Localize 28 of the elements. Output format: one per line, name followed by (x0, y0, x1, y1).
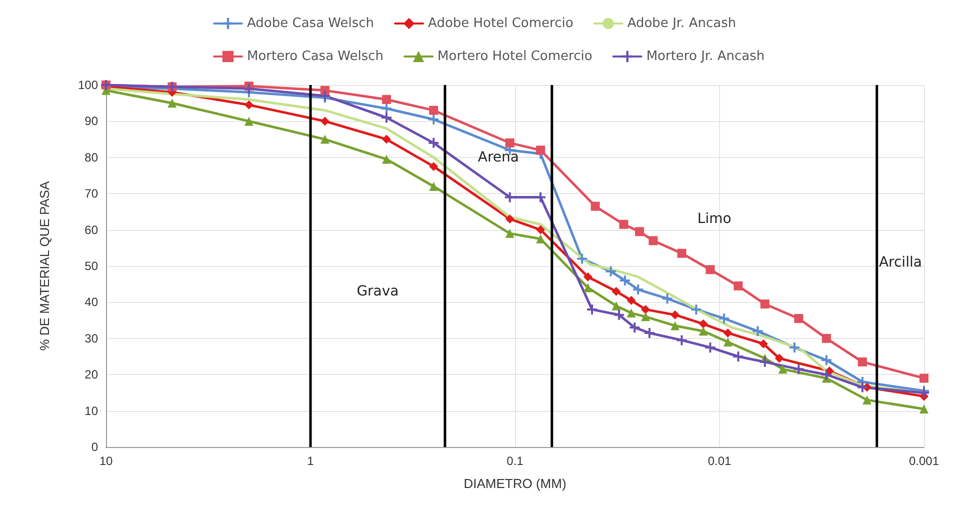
y-tick-label: 100 (78, 78, 98, 92)
x-tick-label: 0.1 (506, 454, 524, 468)
legend-label: Adobe Casa Welsch (247, 16, 374, 31)
y-tick-label: 30 (84, 331, 98, 346)
legend-label: Adobe Jr. Ancash (627, 16, 736, 31)
legend-label: Mortero Casa Welsch (247, 49, 384, 64)
y-tick-label: 40 (84, 295, 98, 310)
y-tick-label: 80 (84, 150, 98, 164)
x-axis-title: DIAMETRO (MM) (464, 476, 566, 491)
x-tick-label: 0.01 (708, 454, 732, 468)
y-tick-label: 20 (84, 368, 98, 382)
annotation: Arcilla (878, 254, 922, 270)
annotation: Limo (697, 210, 732, 227)
y-tick-label: 70 (84, 186, 98, 201)
y-axis-title: % DE MATERIAL QUE PASA (37, 180, 52, 351)
y-tick-label: 50 (84, 259, 98, 273)
annotation: Grava (356, 283, 399, 300)
annotation: Arena (478, 149, 519, 166)
x-tick-label: 1 (307, 454, 314, 468)
y-tick-label: 90 (84, 114, 98, 128)
legend-label: Mortero Jr. Ancash (646, 49, 765, 64)
x-tick-label: 0.001 (908, 454, 940, 468)
y-tick-label: 60 (84, 222, 98, 237)
y-tick-label: 0 (91, 440, 98, 454)
x-tick-label: 10 (99, 454, 113, 468)
legend-label: Mortero Hotel Comercio (438, 49, 592, 64)
y-tick-label: 10 (84, 404, 98, 418)
legend-label: Adobe Hotel Comercio (428, 16, 574, 31)
